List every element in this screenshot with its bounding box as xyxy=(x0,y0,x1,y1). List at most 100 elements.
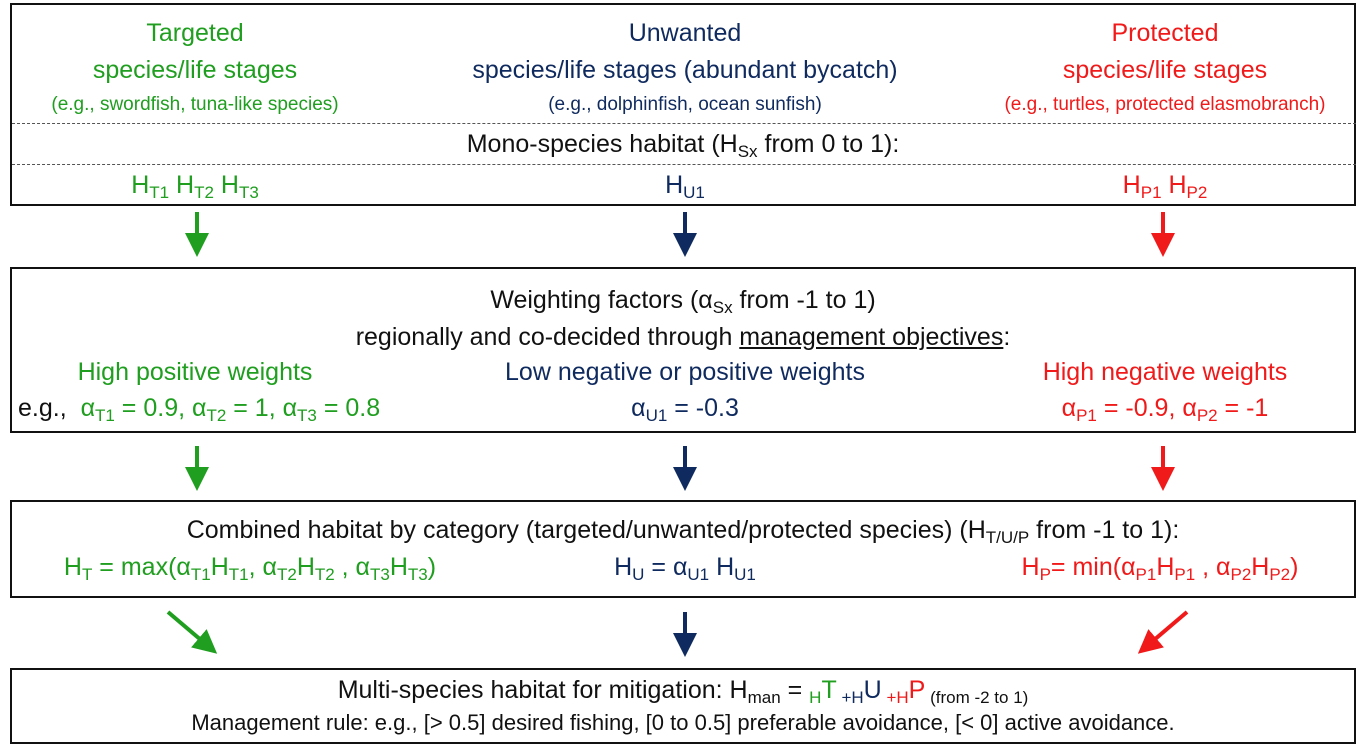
weighting-line: regionally and co-decided through manage… xyxy=(10,320,1356,354)
multi-box xyxy=(10,668,1356,744)
weight-values: αU1 = -0.3 xyxy=(385,391,985,425)
column-subtitle: species/life stages xyxy=(92,56,298,84)
subscript: T2 xyxy=(194,183,214,203)
subscript: +H xyxy=(836,688,864,708)
subscript: T2 xyxy=(206,406,227,426)
subscript: Sx xyxy=(712,298,733,318)
subscript: U1 xyxy=(645,406,668,426)
arrow-group xyxy=(166,212,1189,657)
text: H xyxy=(1021,553,1040,581)
text: α xyxy=(80,394,96,422)
habitat-list: HP1 HP2 xyxy=(865,168,1370,202)
subscript: T/U/P xyxy=(985,528,1030,548)
text: ) xyxy=(1290,553,1299,581)
text: T xyxy=(821,676,837,704)
text: H xyxy=(614,553,633,581)
text: P xyxy=(908,676,926,704)
text: from 0 to 1): xyxy=(757,130,900,158)
text: H xyxy=(131,171,150,199)
text: , α xyxy=(1195,553,1231,581)
subscript: U1 xyxy=(683,183,705,203)
subscript: P2 xyxy=(1269,565,1291,585)
text: U xyxy=(863,676,882,704)
text: , α xyxy=(334,553,371,581)
subscript: T3 xyxy=(238,183,259,203)
text: ) xyxy=(427,553,437,581)
subscript: P xyxy=(1039,565,1051,585)
column-title: Targeted xyxy=(146,19,244,47)
weights: αT1 = 0.9, αT2 = 1, αT3 = 0.8 xyxy=(80,394,381,426)
underlined-text: management objectives xyxy=(739,323,1004,351)
subscript: (from -2 to 1) xyxy=(925,688,1029,708)
subscript: Sx xyxy=(737,142,758,162)
formula: HP= min(αP1HP1 , αP2HP2) xyxy=(880,550,1370,584)
combined-box xyxy=(10,500,1356,598)
text: from -1 to 1) xyxy=(732,286,876,314)
habitat-list: HU1 xyxy=(385,168,985,202)
column-title: Protected xyxy=(1111,19,1219,47)
subscript: T1 xyxy=(190,565,211,585)
subscript: P1 xyxy=(1140,183,1162,203)
text: = xyxy=(780,676,810,704)
combined-heading: Combined habitat by category (targeted/u… xyxy=(10,513,1356,547)
habitat-list: HT1 HT2 HT3 xyxy=(0,168,495,202)
subscript: T2 xyxy=(314,565,335,585)
text: H xyxy=(709,553,735,581)
text: H xyxy=(1251,553,1270,581)
text: : xyxy=(1003,323,1011,351)
text: = min(α xyxy=(1050,553,1136,581)
column-example: (e.g., turtles, protected elasmobranch) xyxy=(1004,94,1326,115)
text: = 1, α xyxy=(226,394,298,422)
subscript: +H xyxy=(881,688,909,708)
column-example: (e.g., swordfish, tuna-like species) xyxy=(51,94,339,115)
text: H xyxy=(1122,171,1141,199)
weighting-heading: Weighting factors (αSx from -1 to 1) xyxy=(10,283,1356,317)
subscript: T3 xyxy=(407,565,428,585)
subscript: T2 xyxy=(276,565,297,585)
text: H xyxy=(169,171,195,199)
subscript: P1 xyxy=(1135,565,1157,585)
subscript: T1 xyxy=(149,183,170,203)
column-example: (e.g., dolphinfish, ocean sunfish) xyxy=(548,94,822,115)
subscript: U1 xyxy=(687,565,710,585)
weight-title: High negative weights xyxy=(1042,358,1288,386)
text: regionally and co-decided through xyxy=(355,323,740,351)
prefix: e.g., xyxy=(18,394,67,422)
subscript: U xyxy=(632,565,645,585)
subscript: T3 xyxy=(370,565,390,585)
weight-values: αP1 = -0.9, αP2 = -1 xyxy=(865,391,1370,425)
weight-title: Low negative or positive weights xyxy=(505,358,865,386)
formula: HT = max(αT1HT1, αT2HT2 , αT3HT3) xyxy=(0,550,530,584)
subscript: man xyxy=(747,688,781,708)
subscript: T1 xyxy=(95,406,115,426)
column-title: Unwanted xyxy=(628,19,742,47)
column-subtitle: species/life stages (abundant bycatch) xyxy=(472,56,898,84)
text: α xyxy=(1061,394,1077,422)
weighting-box xyxy=(10,267,1356,433)
text: = α xyxy=(644,553,688,581)
subscript: P2 xyxy=(1196,406,1218,426)
subscript: T3 xyxy=(297,406,317,426)
text: = max(α xyxy=(92,553,191,581)
subscript: P1 xyxy=(1174,565,1196,585)
text: Weighting factors (α xyxy=(490,286,713,314)
text: , α xyxy=(248,553,277,581)
subscript: U1 xyxy=(734,565,756,585)
subscript: T1 xyxy=(228,565,249,585)
subscript: P1 xyxy=(1076,406,1097,426)
text: H xyxy=(1161,171,1187,199)
dashed-divider xyxy=(12,164,1356,165)
formula: HU = αU1 HU1 xyxy=(385,550,985,584)
subscript: P2 xyxy=(1230,565,1252,585)
text: Mono-species habitat (H xyxy=(466,130,738,158)
species-box xyxy=(10,3,1356,206)
management-rule: Management rule: e.g., [> 0.5] desired f… xyxy=(191,710,1175,735)
arrow xyxy=(166,610,218,654)
dashed-divider xyxy=(12,123,1356,124)
subscript: P2 xyxy=(1186,183,1208,203)
text: from -1 to 1): xyxy=(1029,516,1180,544)
text: = -0.3 xyxy=(667,394,739,422)
text: Multi-species habitat for mitigation: H xyxy=(337,676,748,704)
